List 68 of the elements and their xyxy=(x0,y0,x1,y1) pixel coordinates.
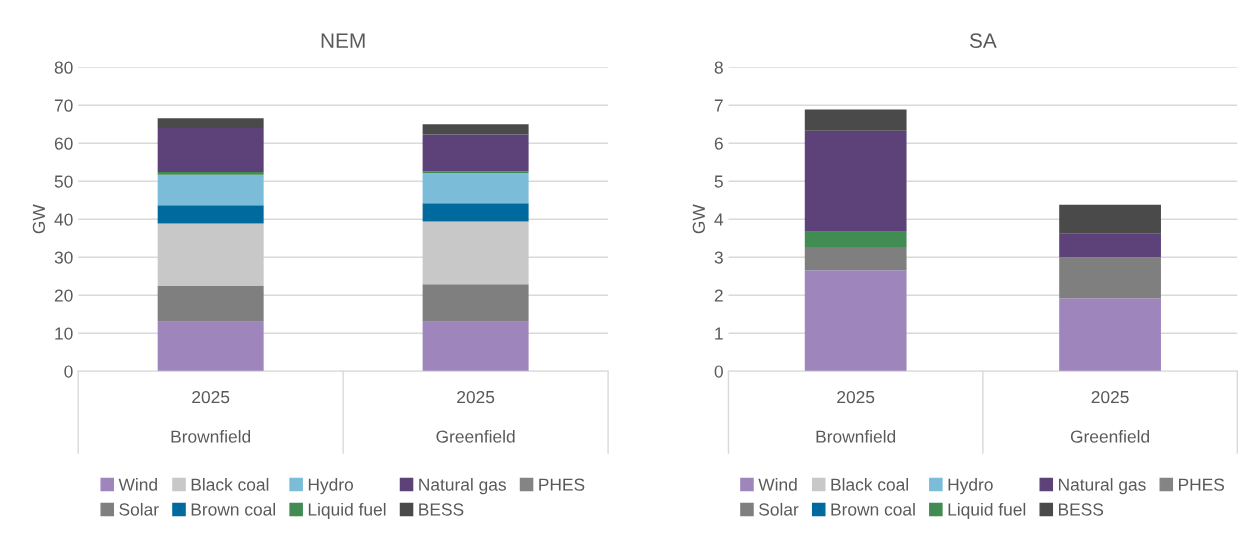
category-label: 2025 Greenfield xyxy=(1070,390,1150,443)
bar xyxy=(157,174,264,206)
legend-label: Liquid fuel xyxy=(308,502,386,520)
y-axis-title: GW xyxy=(692,204,705,234)
bar xyxy=(1059,233,1161,258)
y-tick-label: 3 xyxy=(714,251,723,264)
legend-label: Hydro xyxy=(308,478,353,495)
legend-label: Brown coal xyxy=(191,502,276,516)
y-tick-label: 30 xyxy=(54,251,73,264)
bar xyxy=(1059,298,1161,372)
bar xyxy=(157,172,264,175)
bar xyxy=(804,270,907,372)
legend-label: Solar xyxy=(119,502,159,516)
y-tick-label: 10 xyxy=(55,327,73,340)
chart-title: NEM xyxy=(321,33,365,48)
legend-label: Brown coal xyxy=(831,502,915,516)
bar xyxy=(422,321,529,372)
bar xyxy=(422,221,529,285)
chart-title: SA xyxy=(969,33,997,49)
bar xyxy=(422,172,529,204)
legend-label: Wind xyxy=(758,478,797,491)
legend-label: PHES xyxy=(539,478,585,491)
bar xyxy=(1059,204,1161,234)
legend-label: Black coal xyxy=(831,478,908,491)
bar xyxy=(157,205,264,224)
legend-label: BESS xyxy=(1058,503,1104,516)
legend-label: BESS xyxy=(419,503,464,516)
legend-label: Hydro xyxy=(948,478,993,495)
y-tick-label: 0 xyxy=(714,365,723,378)
y-axis-title: GW xyxy=(32,204,46,234)
y-tick-label: 40 xyxy=(54,213,73,226)
y-tick-label: 4 xyxy=(714,213,724,226)
bar xyxy=(1059,257,1161,299)
bar xyxy=(157,321,264,372)
bar xyxy=(157,118,264,129)
y-tick-label: 0 xyxy=(64,365,73,378)
bar xyxy=(422,134,529,172)
legend-label: Natural gas xyxy=(1058,478,1146,495)
y-tick-label: 7 xyxy=(714,99,723,112)
y-tick-label: 5 xyxy=(714,175,723,188)
bar xyxy=(422,203,529,222)
legend-label: Solar xyxy=(759,502,799,516)
y-tick-label: 20 xyxy=(54,289,73,302)
bar xyxy=(804,109,907,131)
bar xyxy=(422,284,529,322)
legend-label: Liquid fuel xyxy=(948,502,1026,520)
bar xyxy=(157,223,264,287)
legend-label: Wind xyxy=(118,478,157,491)
y-tick-label: 8 xyxy=(714,61,723,74)
y-tick-label: 80 xyxy=(54,61,73,74)
bar xyxy=(157,128,264,173)
legend-label: Natural gas xyxy=(419,478,506,495)
y-tick-label: 60 xyxy=(54,137,73,150)
y-tick-label: 1 xyxy=(715,327,723,340)
category-label: 2025 Brownfield xyxy=(816,390,896,443)
y-tick-label: 70 xyxy=(54,99,73,112)
category-label: 2025 Brownfield xyxy=(171,390,251,443)
y-tick-label: 2 xyxy=(714,289,723,302)
bar xyxy=(804,246,907,271)
y-tick-label: 50 xyxy=(54,175,73,188)
category-label: 2025 Greenfield xyxy=(436,390,515,443)
bar xyxy=(422,124,529,135)
y-tick-label: 6 xyxy=(714,137,723,150)
legend-label: Black coal xyxy=(191,478,269,491)
bar xyxy=(804,130,907,232)
bar xyxy=(804,231,907,247)
legend-label: PHES xyxy=(1179,478,1225,491)
bar xyxy=(157,286,264,322)
